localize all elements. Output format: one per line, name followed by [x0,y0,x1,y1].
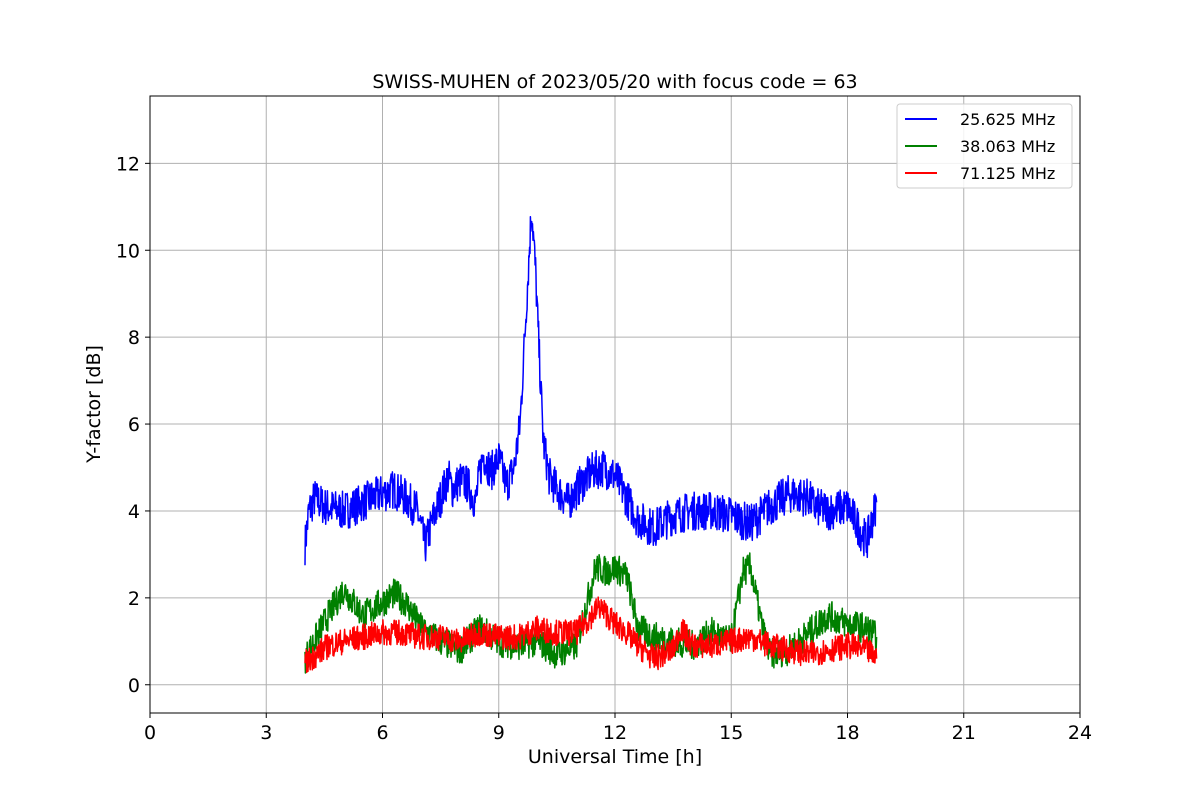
legend: 25.625 MHz 38.063 MHz 71.125 MHz [896,103,1073,189]
x-tick-label: 6 [376,722,388,744]
x-tick-label: 24 [1068,722,1092,744]
y-tick-label: 6 [128,414,140,436]
y-tick-label: 2 [128,588,140,610]
y-axis: 0 2 4 6 8 10 12 [116,153,150,697]
legend-label: 38.063 MHz [960,137,1055,156]
x-axis: 0 3 6 9 12 15 18 21 24 [144,713,1092,744]
y-tick-label: 12 [116,153,140,175]
x-axis-label: Universal Time [h] [528,746,702,768]
y-axis-label: Y-factor [dB] [83,345,105,464]
chart-title: SWISS-MUHEN of 2023/05/20 with focus cod… [372,71,857,93]
legend-label: 25.625 MHz [960,110,1055,129]
legend-label: 71.125 MHz [960,164,1055,183]
y-tick-label: 4 [128,501,140,523]
y-tick-label: 0 [128,675,140,697]
y-tick-label: 8 [128,327,140,349]
series-layer [304,216,878,674]
x-tick-label: 15 [719,722,743,744]
x-tick-label: 12 [603,722,627,744]
x-tick-label: 3 [260,722,272,744]
x-tick-label: 0 [144,722,156,744]
x-tick-label: 21 [952,722,976,744]
series-line-3 [304,596,878,674]
y-tick-label: 10 [116,240,140,262]
series-line-1 [304,216,878,566]
x-tick-label: 18 [835,722,859,744]
x-tick-label: 9 [493,722,505,744]
legend-box [896,103,1073,189]
